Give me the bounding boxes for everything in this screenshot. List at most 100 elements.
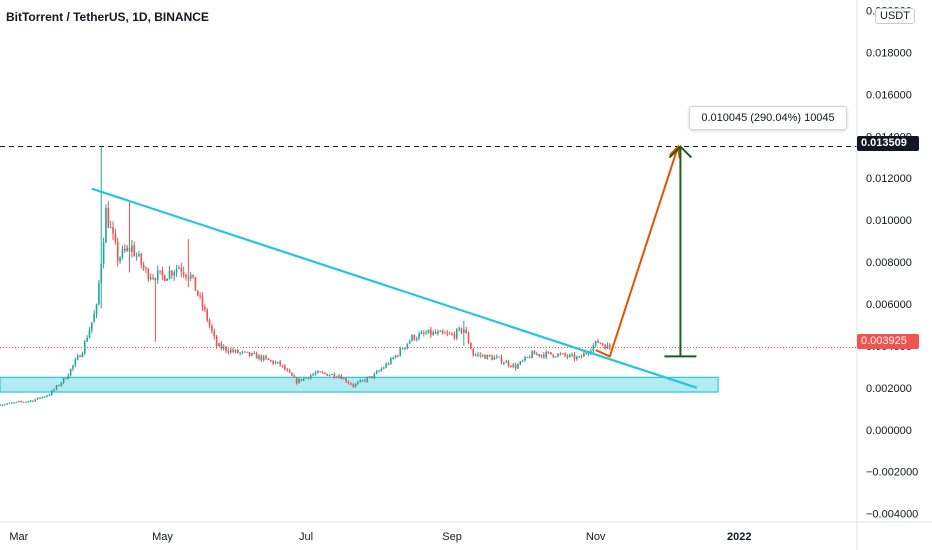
- candle-body: [302, 378, 305, 381]
- y-tick-label: 0.012000: [866, 173, 912, 185]
- candlestick-series: [0, 146, 611, 407]
- candle-body: [364, 380, 366, 382]
- candle-body: [528, 356, 531, 358]
- candle-body: [328, 375, 331, 377]
- candle-body: [274, 362, 277, 364]
- candle-body: [434, 332, 437, 334]
- candle-body: [100, 263, 103, 284]
- candle-body: [470, 343, 472, 350]
- candle-body: [8, 402, 11, 404]
- candle-body: [390, 358, 392, 364]
- candle-body: [244, 351, 246, 353]
- candle-body: [495, 356, 498, 358]
- candle-body: [352, 384, 354, 387]
- candle-body: [314, 372, 317, 375]
- candle-body: [253, 353, 256, 355]
- candle-body: [488, 354, 491, 357]
- candle-body: [248, 351, 251, 356]
- candle-body: [578, 356, 581, 358]
- candle-body: [446, 333, 449, 335]
- candle-body: [147, 269, 150, 280]
- candle-body: [338, 375, 340, 378]
- candle-body: [67, 375, 70, 380]
- candle-body: [1, 404, 4, 406]
- candle-body: [62, 378, 65, 383]
- candle-body: [227, 350, 230, 353]
- candle-body: [128, 247, 131, 252]
- candle-body: [455, 329, 458, 338]
- candle-body: [451, 333, 453, 335]
- currency-unit-button[interactable]: USDT: [875, 8, 915, 24]
- candle-body: [15, 401, 18, 403]
- candle-body: [36, 397, 39, 400]
- candle-body: [441, 330, 444, 333]
- candle-body: [189, 274, 192, 279]
- candle-body: [550, 352, 552, 355]
- candle-body: [39, 397, 41, 399]
- candle-body: [448, 333, 451, 335]
- candle-body: [163, 275, 166, 281]
- candle-body: [401, 348, 404, 350]
- candle-body: [535, 354, 538, 356]
- candle-body: [354, 383, 357, 387]
- candle-body: [599, 342, 602, 344]
- candle-body: [608, 344, 611, 349]
- x-tick-label: Mar: [9, 531, 28, 543]
- candle-body: [554, 356, 557, 358]
- candle-body: [543, 354, 545, 358]
- candle-body: [222, 346, 225, 349]
- candle-body: [312, 374, 314, 376]
- candle-body: [493, 357, 496, 360]
- candle-body: [229, 349, 232, 353]
- candle-body: [439, 330, 442, 332]
- chart-title: BitTorrent / TetherUS, 1D, BINANCE: [6, 10, 209, 24]
- candle-body: [340, 375, 343, 380]
- candle-body: [331, 374, 333, 376]
- candle-body: [486, 354, 489, 360]
- candle-body: [83, 341, 86, 354]
- candle-body: [521, 360, 524, 362]
- projection-arrow: [595, 146, 680, 358]
- candle-body: [211, 325, 213, 332]
- candle-body: [32, 400, 34, 402]
- candle-body: [385, 363, 387, 368]
- candle-body: [213, 331, 216, 337]
- candle-body: [510, 365, 512, 367]
- candle-body: [460, 328, 463, 333]
- support-zone: [0, 376, 719, 393]
- candle-body: [241, 351, 244, 353]
- candle-body: [279, 361, 281, 366]
- candle-body: [41, 396, 44, 399]
- candle-body: [215, 336, 218, 347]
- y-tick-label: 0.008000: [866, 257, 912, 269]
- candle-body: [180, 267, 183, 272]
- candle-body: [20, 401, 23, 403]
- candle-body: [201, 296, 204, 308]
- candle-body: [258, 355, 260, 359]
- candle-body: [284, 365, 286, 370]
- candle-body: [138, 253, 140, 256]
- candle-body: [462, 329, 465, 333]
- candle-body: [307, 377, 310, 379]
- candle-body: [194, 276, 197, 291]
- y-tick-label: 0.006000: [866, 299, 912, 311]
- candle-body: [116, 242, 119, 262]
- candle-body: [74, 359, 77, 366]
- candle-body: [286, 369, 289, 371]
- candle-body: [467, 333, 470, 344]
- x-tick-label: Nov: [586, 531, 606, 543]
- candle-body: [357, 382, 359, 384]
- candle-body: [166, 278, 168, 281]
- candle-body: [300, 379, 303, 381]
- candle-body: [27, 401, 30, 403]
- x-tick-label: Sep: [442, 531, 462, 543]
- y-tick-label: 0.000000: [866, 425, 912, 437]
- candle-body: [65, 378, 67, 380]
- candle-body: [6, 403, 8, 405]
- candle-body: [154, 277, 157, 281]
- candle-body: [576, 356, 578, 360]
- candle-body: [500, 356, 503, 364]
- candle-body: [479, 354, 482, 356]
- candle-body: [29, 400, 32, 402]
